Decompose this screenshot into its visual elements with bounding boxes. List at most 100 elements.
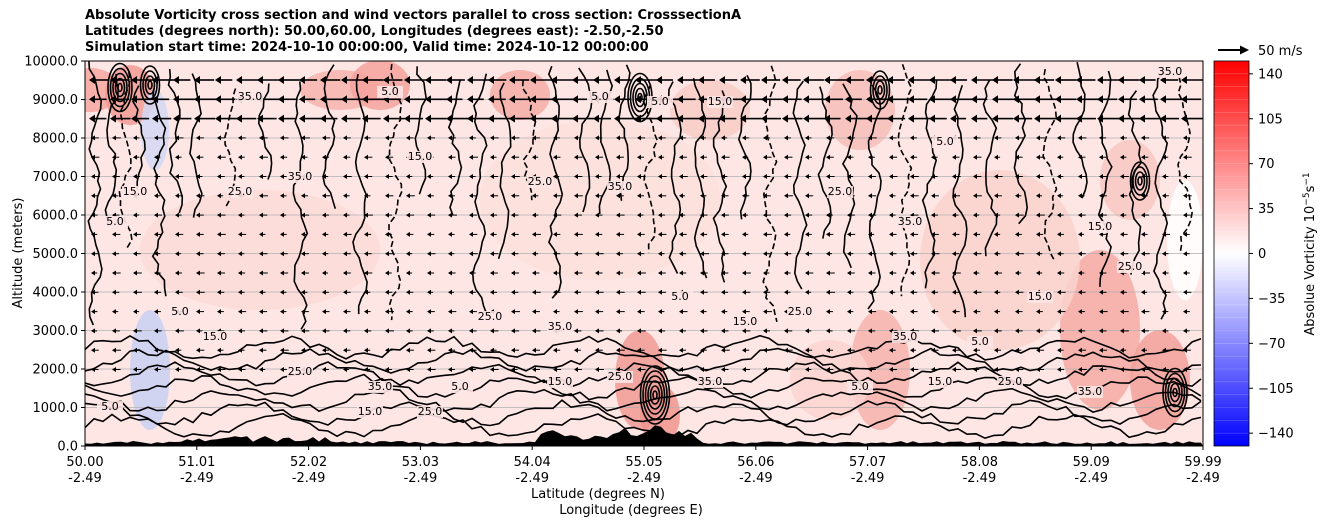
- wind-vector-head: [404, 114, 410, 123]
- wind-vector-head: [742, 270, 746, 276]
- wind-vector-head: [406, 309, 410, 315]
- wind-vector-head: [889, 135, 893, 141]
- wind-vector-head: [343, 251, 347, 257]
- wind-vector-head: [553, 135, 557, 141]
- wind-vector-head: [721, 174, 725, 179]
- contour-label-bg: [997, 376, 1023, 388]
- wind-vector-head: [910, 289, 914, 295]
- wind-vector-head: [364, 174, 368, 179]
- wind-vector-head: [574, 231, 578, 237]
- contour-label-bg: [102, 216, 128, 228]
- wind-vector-head: [175, 251, 179, 257]
- wind-vector-head: [553, 193, 557, 199]
- x-tick-label-lat: 59.99: [1184, 455, 1221, 470]
- wind-vector-head: [131, 76, 137, 84]
- wind-vector-head: [154, 251, 158, 257]
- wind-vector-head: [805, 154, 809, 160]
- wind-vector-head: [217, 367, 221, 372]
- colorbar-tick-label: −70: [1258, 337, 1285, 352]
- wind-vector-head: [889, 251, 893, 257]
- contour-line: [792, 80, 808, 290]
- contour-label-bg: [167, 306, 193, 318]
- wind-vector-head: [1141, 367, 1145, 372]
- wind-vector-head: [1099, 251, 1103, 257]
- wind-vector-head: [91, 174, 95, 179]
- wind-vector-head: [425, 76, 431, 84]
- wind-vector-head: [343, 328, 347, 334]
- wind-vector-head: [215, 76, 221, 84]
- wind-vector-head: [1120, 212, 1124, 218]
- wind-vector-head: [971, 76, 977, 84]
- wind-vector-head: [595, 289, 599, 295]
- wind-vector-head: [196, 328, 200, 334]
- wind-vector-head: [1141, 328, 1145, 334]
- wind-vector-head: [1013, 95, 1019, 104]
- wind-vector-head: [385, 347, 389, 353]
- wind-vector-head: [1183, 328, 1187, 334]
- wind-vector-head: [385, 328, 389, 334]
- wind-vector-head: [994, 231, 998, 237]
- wind-vector-head: [637, 231, 641, 237]
- wind-vector-head: [488, 95, 494, 104]
- contour-ring: [644, 375, 666, 415]
- wind-vector-head: [868, 289, 872, 295]
- wind-vector-head: [763, 347, 767, 353]
- wind-vector-head: [635, 95, 641, 104]
- wind-vector-head: [952, 154, 956, 160]
- wind-vector-head: [784, 347, 788, 353]
- wind-vector-head: [196, 193, 200, 199]
- wind-vector-head: [637, 193, 641, 199]
- wind-vector-head: [784, 212, 788, 218]
- contour-label: 15.0: [123, 185, 148, 198]
- wind-vector-head: [175, 193, 179, 199]
- wind-vector-head: [889, 347, 893, 353]
- wind-vector-head: [1036, 347, 1040, 353]
- wind-vector-head: [259, 367, 263, 372]
- wind-vector-head: [740, 76, 746, 84]
- wind-vector-head: [532, 154, 536, 160]
- wind-vector-head: [427, 328, 431, 334]
- wind-vector-head: [887, 114, 893, 123]
- wind-vector-head: [826, 154, 830, 160]
- wind-vector-head: [448, 174, 452, 179]
- wind-vector-head: [574, 193, 578, 199]
- wind-vector-head: [91, 367, 95, 372]
- wind-vector-head: [1099, 347, 1103, 353]
- wind-vector-head: [406, 231, 410, 237]
- contour-line: [388, 64, 403, 321]
- contour-label: 5.0: [671, 290, 689, 303]
- wind-vector-head: [217, 347, 221, 353]
- wind-vector-head: [1183, 367, 1187, 372]
- wind-vector-head: [1139, 76, 1145, 84]
- wind-vector-head: [152, 114, 158, 123]
- wind-vector-head: [511, 289, 515, 295]
- wind-vector-head: [320, 95, 326, 104]
- y-tick-label: 4000.0: [33, 286, 79, 301]
- wind-vector-head: [427, 231, 431, 237]
- wind-vector-head: [301, 347, 305, 353]
- wind-vector-head: [721, 231, 725, 237]
- wind-vector-head: [763, 289, 767, 295]
- wind-vector-head: [467, 114, 473, 123]
- wind-vector-head: [133, 270, 137, 276]
- colorbar-tick-label: 140: [1258, 67, 1283, 82]
- wind-vector-head: [532, 135, 536, 141]
- wind-vector-head: [553, 251, 557, 257]
- x-tick-label-lat: 53.03: [402, 455, 439, 470]
- wind-vector-head: [196, 270, 200, 276]
- wind-vector-head: [889, 154, 893, 160]
- contour-label: 15.0: [408, 150, 433, 163]
- wind-vector-head: [637, 174, 641, 179]
- wind-vector-head: [1055, 76, 1061, 84]
- wind-vector-head: [406, 135, 410, 141]
- wind-vector-head: [1015, 231, 1019, 237]
- wind-vector-head: [763, 212, 767, 218]
- wind-vector-head: [490, 193, 494, 199]
- x-tick-label-lat: 52.02: [290, 455, 327, 470]
- contour-line: [692, 77, 708, 279]
- wind-vector-head: [469, 193, 473, 199]
- wind-vector-head: [551, 114, 557, 123]
- wind-vector-head: [1015, 289, 1019, 295]
- wind-vector-head: [595, 367, 599, 372]
- wind-vector-head: [1139, 114, 1145, 123]
